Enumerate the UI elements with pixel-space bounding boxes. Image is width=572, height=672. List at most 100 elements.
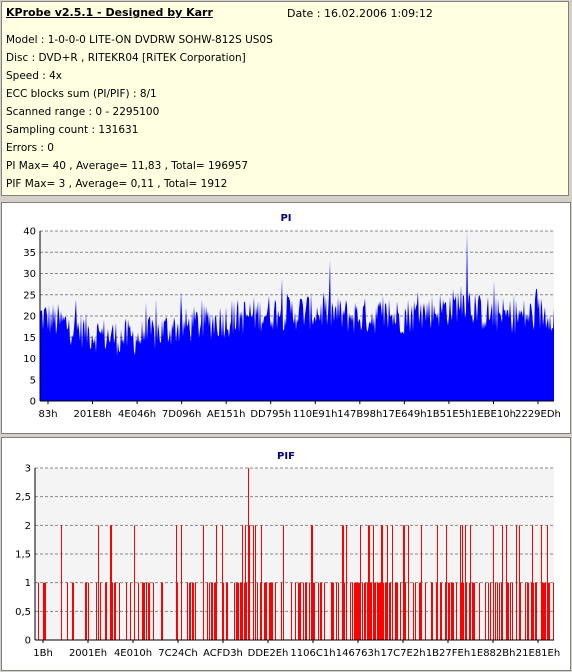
pif-bar [333,582,334,640]
pif-bar [249,525,250,640]
pif-bar [420,582,421,640]
x-tick-label: 7C24Ch [158,648,197,659]
pif-bar [255,525,256,640]
pif-bar [354,582,355,640]
pif-bar [195,582,196,640]
pif-bar [413,582,414,640]
pif-bar [110,525,111,640]
x-tick-label: 1Bh [33,648,53,659]
info-disc: Disc : DVD+R , RITEKR04 [RiTEK Corporati… [6,52,246,64]
y-tick-label: 20 [23,312,36,323]
pif-bar [502,525,503,640]
x-tick-label: 4E046h [118,409,156,420]
x-tick-label: 2229EDh [515,409,561,420]
pif-bar [98,525,99,640]
info-speed: Speed : 4x [6,70,63,82]
pif-bar [216,525,217,640]
pif-bar [431,582,432,640]
pif-bar [373,525,374,640]
pif-bar [404,525,405,640]
pif-bar [382,525,383,640]
x-tick-label: 7D096h [162,409,202,420]
pif-bar [405,582,406,640]
pi-series-area [40,231,554,401]
pif-bar [370,582,371,640]
x-tick-label: 201E8h [73,409,111,420]
pi-chart: PI 0 5 10 15 20 25 30 35 40 83h 201E8h 4E046h 7D096h… [23,213,561,420]
x-tick-label: 17C7E2h [380,648,425,659]
pif-bar [189,582,190,640]
info-errors: Errors : 0 [6,142,54,154]
pif-chart-title: PIF [277,451,295,462]
pif-bar [437,525,438,640]
pif-bar [452,582,453,640]
pif-bar [380,582,381,640]
pif-bar [300,582,301,640]
pif-bar [436,582,437,640]
pif-bar [190,582,191,640]
pif-bar [338,582,339,640]
x-tick-label: ACFD3h [203,648,243,659]
pif-bar [485,582,486,640]
pif-bar [246,582,247,640]
pif-bar [176,525,177,640]
pif-bar [462,525,463,640]
pif-bar [223,582,224,640]
pi-chart-title: PI [280,213,291,224]
pif-bar [73,582,74,640]
pif-bar [532,525,533,640]
pif-bar [61,525,62,640]
pif-bar [114,582,115,640]
pif-bar [360,525,361,640]
pif-bar [510,582,511,640]
pif-bar [375,582,376,640]
pif-bar [86,582,87,640]
pif-bar [96,582,97,640]
pif-bar [67,582,68,640]
pif-bar [367,582,368,640]
x-tick-label: DD795h [250,409,291,420]
pif-bar [281,582,282,640]
info-sampling-count: Sampling count : 131631 [6,124,139,136]
pif-bar [126,582,127,640]
pif-bar [324,582,325,640]
pif-bar [270,582,271,640]
info-ecc-blocks: ECC blocks sum (PI/PIF) : 8/1 [6,88,157,100]
info-pi-summary: PI Max= 40 , Average= 11,83 , Total= 196… [6,160,249,172]
pif-bar [465,525,466,640]
pif-bar [421,525,422,640]
pif-bar [359,582,360,640]
pif-bar [134,525,135,640]
pif-bar [119,582,120,640]
pif-bar [499,582,500,640]
pif-bar-max [248,468,249,640]
pif-bar [138,582,139,640]
pif-bar [528,582,529,640]
x-tick-label: 1E882Bh [471,648,516,659]
y-tick-label: 0 [30,397,36,408]
x-tick-label: 1B27FEh [426,648,470,659]
pif-bar [446,525,447,640]
info-panel: KProbe v2.5.1 - Designed by Karr Date : … [1,1,569,196]
pif-bar [143,582,144,640]
pif-bar [488,582,489,640]
pif-bar [299,582,300,640]
pif-bar [226,582,227,640]
pif-bar [386,582,387,640]
pif-bar [542,582,543,640]
pif-bar [318,582,319,640]
pif-bar [369,525,370,640]
pif-bar [453,582,454,640]
pif-bar [512,582,513,640]
pif-bar [321,582,322,640]
pif-bar [283,525,284,640]
pif-bar [181,525,182,640]
y-tick-label: 3 [25,464,31,475]
pif-bar [536,582,537,640]
pif-bar [397,582,398,640]
pif-bar [385,582,386,640]
pif-bar [242,525,243,640]
pif-bar [419,582,420,640]
x-tick-label: 146763h [336,648,381,659]
pif-bar [214,582,215,640]
